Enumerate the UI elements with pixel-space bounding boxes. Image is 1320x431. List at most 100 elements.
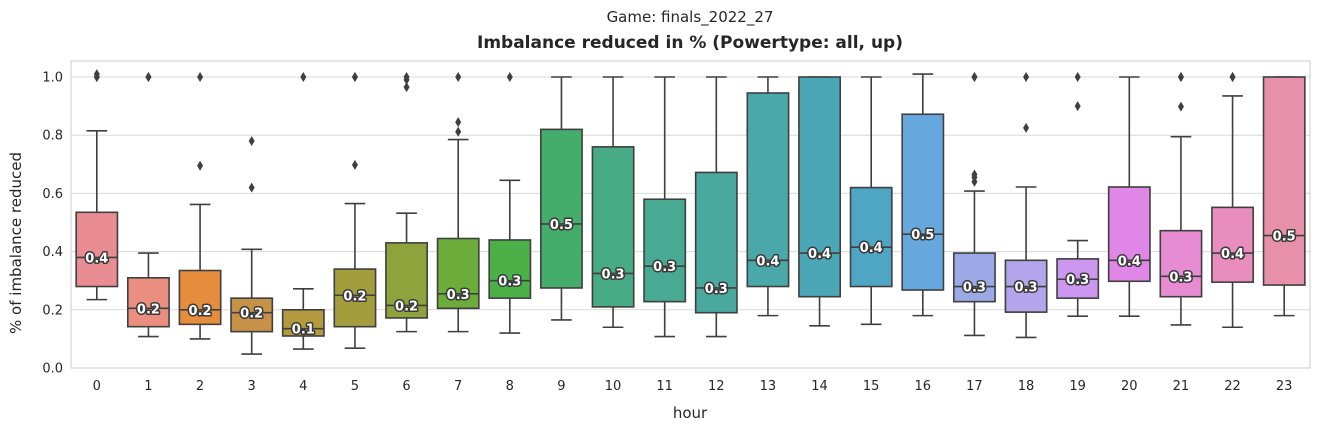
outlier-point xyxy=(1023,122,1030,133)
x-axis-ticks: 0 1 2 3 4 5 6 7 8 9 10 11 12 13 14 15 16 17 18 19 20 21 22 23 xyxy=(93,379,1293,394)
x-tick-label: 12 xyxy=(708,379,725,394)
x-tick-label: 3 xyxy=(248,379,256,394)
x-axis-label: hour xyxy=(673,404,708,422)
box-iqr xyxy=(230,297,274,333)
box-hour-19: 0.3 xyxy=(1056,72,1100,318)
outlier-point xyxy=(1074,101,1081,112)
box-iqr xyxy=(75,211,119,288)
box-hour-15: 0.4 xyxy=(849,76,893,326)
x-tick-label: 16 xyxy=(915,379,932,394)
box-hour-22: 0.4 xyxy=(1211,72,1255,329)
box-hour-3: 0.2 xyxy=(230,136,274,355)
outlier-point xyxy=(403,72,410,82)
box-hour-4: 0.1 xyxy=(281,72,325,350)
box-hour-7: 0.3 xyxy=(436,72,480,333)
outlier-point xyxy=(93,69,100,80)
outlier-point xyxy=(1177,72,1184,82)
outlier-point xyxy=(351,72,358,82)
outlier-point xyxy=(506,72,513,82)
median-value-label: 0.2 xyxy=(343,289,366,304)
box-iqr xyxy=(746,92,790,288)
outlier-point xyxy=(403,82,410,93)
median-value-label: 0.3 xyxy=(705,282,728,297)
median-value-label: 0.2 xyxy=(395,299,418,314)
box-hour-13: 0.4 xyxy=(746,76,790,317)
box-iqr xyxy=(126,276,170,328)
box-hour-5: 0.2 xyxy=(333,72,377,350)
x-tick-label: 1 xyxy=(144,379,152,394)
box-iqr xyxy=(643,198,687,303)
box-iqr xyxy=(178,269,222,326)
x-tick-label: 9 xyxy=(557,379,565,394)
median-value-label: 0.4 xyxy=(1221,247,1244,262)
median-value-label: 0.1 xyxy=(292,323,315,338)
box-iqr xyxy=(1262,76,1306,286)
box-hour-2: 0.2 xyxy=(178,72,222,340)
median-value-label: 0.2 xyxy=(189,304,212,319)
outlier-point xyxy=(971,72,978,82)
median-value-label: 0.3 xyxy=(1015,281,1038,296)
box-hour-16: 0.5 xyxy=(901,73,945,317)
box-iqr xyxy=(488,239,532,299)
x-tick-label: 7 xyxy=(454,379,462,394)
x-tick-label: 18 xyxy=(1018,379,1035,394)
median-value-label: 0.4 xyxy=(860,241,883,256)
median-value-label: 0.3 xyxy=(447,288,470,303)
outlier-point xyxy=(971,169,978,180)
box-iqr xyxy=(952,252,996,303)
median-value-label: 0.3 xyxy=(963,281,986,296)
median-value-label: 0.2 xyxy=(240,307,263,322)
outlier-point xyxy=(197,160,204,171)
box-hour-9: 0.5 xyxy=(539,76,583,321)
box-iqr xyxy=(694,171,738,314)
x-tick-label: 15 xyxy=(863,379,880,394)
box-iqr xyxy=(901,113,945,291)
box-iqr xyxy=(798,76,842,298)
box-hour-8: 0.3 xyxy=(488,72,532,334)
box-iqr xyxy=(1211,206,1255,283)
median-value-label: 0.4 xyxy=(85,251,108,266)
y-tick-label: 0.0 xyxy=(42,362,63,377)
y-tick-label: 0.8 xyxy=(42,129,63,144)
x-tick-label: 23 xyxy=(1276,379,1293,394)
median-value-label: 0.3 xyxy=(602,267,625,282)
y-tick-label: 0.2 xyxy=(42,303,63,318)
outlier-point xyxy=(455,126,462,137)
x-tick-label: 6 xyxy=(402,379,410,394)
box-hour-14: 0.4 xyxy=(798,76,842,327)
median-value-label: 0.3 xyxy=(498,275,521,290)
box-iqr xyxy=(539,128,583,289)
x-tick-label: 19 xyxy=(1069,379,1086,394)
outlier-point xyxy=(1074,72,1081,82)
median-value-label: 0.4 xyxy=(1118,254,1141,269)
y-tick-label: 0.4 xyxy=(42,245,63,260)
outlier-point xyxy=(197,72,204,82)
outlier-point xyxy=(455,117,462,128)
outlier-point xyxy=(1177,101,1184,112)
median-value-label: 0.4 xyxy=(808,247,831,262)
median-value-label: 0.4 xyxy=(756,254,779,269)
x-tick-label: 13 xyxy=(760,379,777,394)
y-tick-label: 0.6 xyxy=(42,187,63,202)
x-tick-label: 22 xyxy=(1224,379,1241,394)
x-tick-label: 0 xyxy=(93,379,101,394)
x-tick-label: 5 xyxy=(351,379,359,394)
box-hour-6: 0.2 xyxy=(385,72,429,333)
x-tick-label: 17 xyxy=(966,379,983,394)
outlier-point xyxy=(300,72,307,82)
median-value-label: 0.5 xyxy=(911,228,934,243)
box-hour-21: 0.3 xyxy=(1159,72,1203,326)
x-tick-label: 11 xyxy=(656,379,673,394)
x-tick-label: 20 xyxy=(1121,379,1138,394)
chart-suptitle: Game: finals_2022_27 xyxy=(607,8,774,27)
outlier-point xyxy=(248,136,255,147)
chart-title: Imbalance reduced in % (Powertype: all, … xyxy=(477,33,903,53)
median-value-label: 0.5 xyxy=(550,218,573,233)
box-hour-18: 0.3 xyxy=(1004,72,1048,339)
box-iqr xyxy=(436,237,480,310)
x-tick-label: 21 xyxy=(1173,379,1190,394)
box-hour-12: 0.3 xyxy=(694,76,738,338)
box-hour-1: 0.2 xyxy=(126,72,170,338)
box-iqr xyxy=(591,146,635,308)
